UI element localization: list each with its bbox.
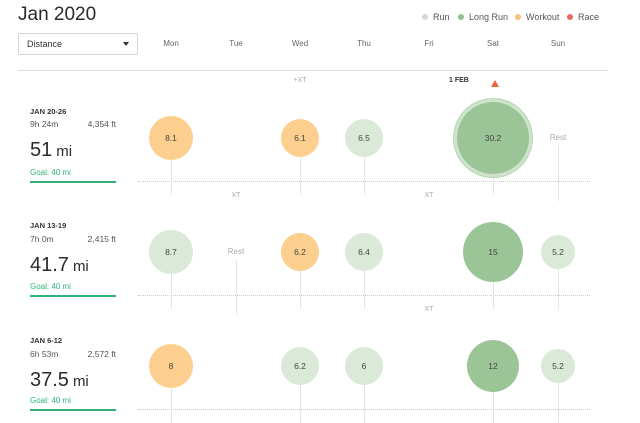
race-dot-icon (567, 14, 573, 20)
run-bubble[interactable]: 5.2 (541, 235, 575, 269)
week-elevation: 2,572 ft (87, 349, 116, 359)
page-title: Jan 2020 (18, 4, 97, 25)
run-bubble[interactable]: 6.2 (281, 347, 319, 385)
day-stem (558, 269, 559, 309)
week-distance: 37.5 mi (30, 369, 89, 392)
day-stem (300, 385, 301, 423)
week-range: JAN 6-12 (30, 336, 63, 345)
run-bubble[interactable]: 5.2 (541, 349, 575, 383)
metric-dropdown[interactable]: Distance (18, 33, 138, 55)
legend-item-workout: Workout (515, 12, 559, 22)
legend-label-race: Race (578, 12, 600, 22)
day-stem (493, 282, 494, 309)
run-bubble[interactable]: 6 (345, 347, 383, 385)
week-time: 9h 24m (30, 119, 59, 129)
day-header-wed: Wed (291, 39, 309, 48)
goal-progress-bar (30, 295, 116, 297)
day-header-fri: Fri (424, 39, 434, 48)
cross-training-label: XT (231, 192, 241, 199)
workout-bubble[interactable]: 8 (149, 344, 193, 388)
day-stem (236, 260, 237, 315)
week-goal: Goal: 40 mi (30, 396, 71, 405)
workout-bubble[interactable]: 8.1 (149, 116, 193, 160)
rest-day-label: Rest (227, 247, 245, 256)
legend-item-long-run: Long Run (458, 12, 508, 22)
day-stem (364, 271, 365, 309)
week-distance-value: 41.7 (30, 254, 69, 276)
week-distance-unit: mi (72, 258, 89, 275)
day-stem (493, 174, 494, 195)
legend-item-race: Race (567, 12, 599, 22)
run-bubble[interactable]: 8.7 (149, 230, 193, 274)
legend-label-workout: Workout (526, 12, 560, 22)
workout-dot-icon (515, 14, 521, 20)
cross-training-label: XT (424, 306, 434, 313)
legend-label-run: Run (433, 12, 450, 22)
day-stem (300, 271, 301, 309)
legend-label-long-run: Long Run (469, 12, 509, 22)
day-stem (171, 160, 172, 195)
week-time: 6h 53m (30, 349, 59, 359)
day-stem (558, 146, 559, 201)
day-stem (171, 274, 172, 309)
week-distance-unit: mi (72, 373, 89, 390)
day-stem (558, 383, 559, 423)
week-elevation: 4,354 ft (87, 119, 116, 129)
day-header-mon: Mon (163, 39, 179, 48)
week-distance: 41.7 mi (30, 254, 89, 277)
day-stem (364, 157, 365, 195)
week-goal: Goal: 40 mi (30, 168, 71, 177)
workout-bubble[interactable]: 6.1 (281, 119, 319, 157)
day-stem (171, 388, 172, 423)
day-header-sat: Sat (486, 39, 499, 48)
long-run-dot-icon (458, 14, 464, 20)
long-run-bubble[interactable]: 30.2 (457, 102, 529, 174)
today-triangle-icon (491, 80, 499, 87)
header-divider (18, 70, 608, 71)
week-distance: 51 mi (30, 139, 72, 162)
week-range: JAN 13-19 (30, 221, 67, 230)
week-distance-value: 51 (30, 139, 53, 161)
cross-training-label: +XT (293, 77, 307, 84)
metric-dropdown-value: Distance (27, 39, 63, 49)
long-run-bubble[interactable]: 15 (463, 222, 523, 282)
run-bubble[interactable]: 6.4 (345, 233, 383, 271)
goal-progress-bar (30, 409, 116, 411)
rest-day-label: Rest (549, 133, 567, 142)
week-elevation: 2,415 ft (87, 234, 116, 244)
month-boundary-label: 1 FEB (449, 77, 469, 84)
day-stem (493, 392, 494, 423)
run-dot-icon (422, 14, 428, 20)
run-bubble[interactable]: 6.5 (345, 119, 383, 157)
day-header-sun: Sun (550, 39, 566, 48)
day-stem (300, 157, 301, 195)
long-run-bubble[interactable]: 12 (467, 340, 519, 392)
week-time: 7h 0m (30, 234, 54, 244)
week-distance-unit: mi (56, 143, 73, 160)
week-goal: Goal: 40 mi (30, 282, 71, 291)
week-range: JAN 20-26 (30, 107, 67, 116)
workout-bubble[interactable]: 6.2 (281, 233, 319, 271)
week-distance-value: 37.5 (30, 369, 69, 391)
goal-progress-bar (30, 181, 116, 183)
day-stem (364, 385, 365, 423)
legend-item-run: Run (422, 12, 450, 22)
cross-training-label: XT (424, 192, 434, 199)
day-header-tue: Tue (229, 39, 243, 48)
day-header-thu: Thu (357, 39, 371, 48)
chevron-down-icon (123, 42, 129, 46)
